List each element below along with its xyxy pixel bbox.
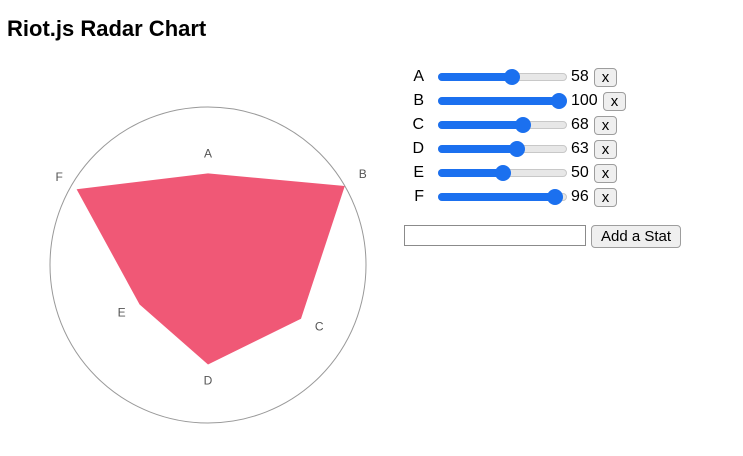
slider-thumb[interactable]	[546, 189, 563, 205]
slider-fill	[438, 193, 555, 201]
radar-axis-label: B	[359, 167, 367, 181]
stat-row: D 63 x	[404, 137, 704, 161]
slider-thumb[interactable]	[514, 117, 531, 133]
stat-slider-list: A 58 x B 100 x C 68 x D	[404, 65, 704, 209]
stat-value: 68	[571, 116, 589, 133]
radar-chart: A B C D E F	[30, 90, 390, 446]
remove-stat-button[interactable]: x	[593, 139, 618, 159]
radar-grid-circle	[49, 106, 367, 424]
stat-slider[interactable]	[438, 164, 567, 182]
slider-fill	[438, 73, 512, 81]
slider-thumb[interactable]	[494, 165, 511, 181]
stat-row: A 58 x	[404, 65, 704, 89]
stat-row: B 100 x	[404, 89, 704, 113]
stat-label: E	[413, 164, 424, 181]
stat-row: E 50 x	[404, 161, 704, 185]
slider-fill	[438, 121, 523, 129]
remove-stat-button[interactable]: x	[593, 187, 618, 207]
radar-axis-label: C	[315, 320, 324, 334]
radar-axis-label: E	[118, 306, 126, 320]
stat-slider[interactable]	[438, 68, 567, 86]
page-title: Riot.js Radar Chart	[7, 16, 207, 41]
stat-value: 96	[571, 188, 589, 205]
remove-stat-button[interactable]: x	[593, 163, 618, 183]
radar-axis-label: D	[204, 374, 213, 388]
stat-label: D	[412, 140, 424, 157]
radar-axis-label: F	[55, 170, 62, 184]
remove-stat-button[interactable]: x	[593, 67, 618, 87]
slider-fill	[438, 169, 503, 177]
stat-label: C	[412, 116, 424, 133]
slider-fill	[438, 97, 559, 105]
remove-stat-button[interactable]: x	[602, 91, 627, 111]
stat-value: 58	[571, 68, 589, 85]
stat-label: F	[414, 188, 424, 205]
radar-axis-label: A	[204, 146, 212, 160]
stat-row: C 68 x	[404, 113, 704, 137]
slider-thumb[interactable]	[503, 69, 520, 85]
stat-label: A	[413, 68, 424, 85]
stat-slider[interactable]	[438, 92, 567, 110]
slider-thumb[interactable]	[551, 93, 567, 109]
stat-value: 63	[571, 140, 589, 157]
stats-panel: A 58 x B 100 x C 68 x D	[404, 65, 704, 248]
stat-row: F 96 x	[404, 185, 704, 209]
slider-fill	[438, 145, 518, 153]
stat-value: 50	[571, 164, 589, 181]
stat-value: 100	[571, 92, 598, 109]
add-stat-row: Add a Stat	[404, 225, 704, 248]
stat-slider[interactable]	[438, 188, 567, 206]
new-stat-name-input[interactable]	[404, 225, 586, 246]
stat-slider[interactable]	[438, 140, 567, 158]
add-stat-button[interactable]: Add a Stat	[591, 225, 682, 248]
radar-data-polygon	[76, 173, 345, 365]
stat-label: B	[413, 92, 424, 109]
stat-slider[interactable]	[438, 116, 567, 134]
radar-chart-svg: A B C D E F	[49, 106, 367, 424]
remove-stat-button[interactable]: x	[593, 115, 618, 135]
slider-thumb[interactable]	[509, 141, 526, 157]
